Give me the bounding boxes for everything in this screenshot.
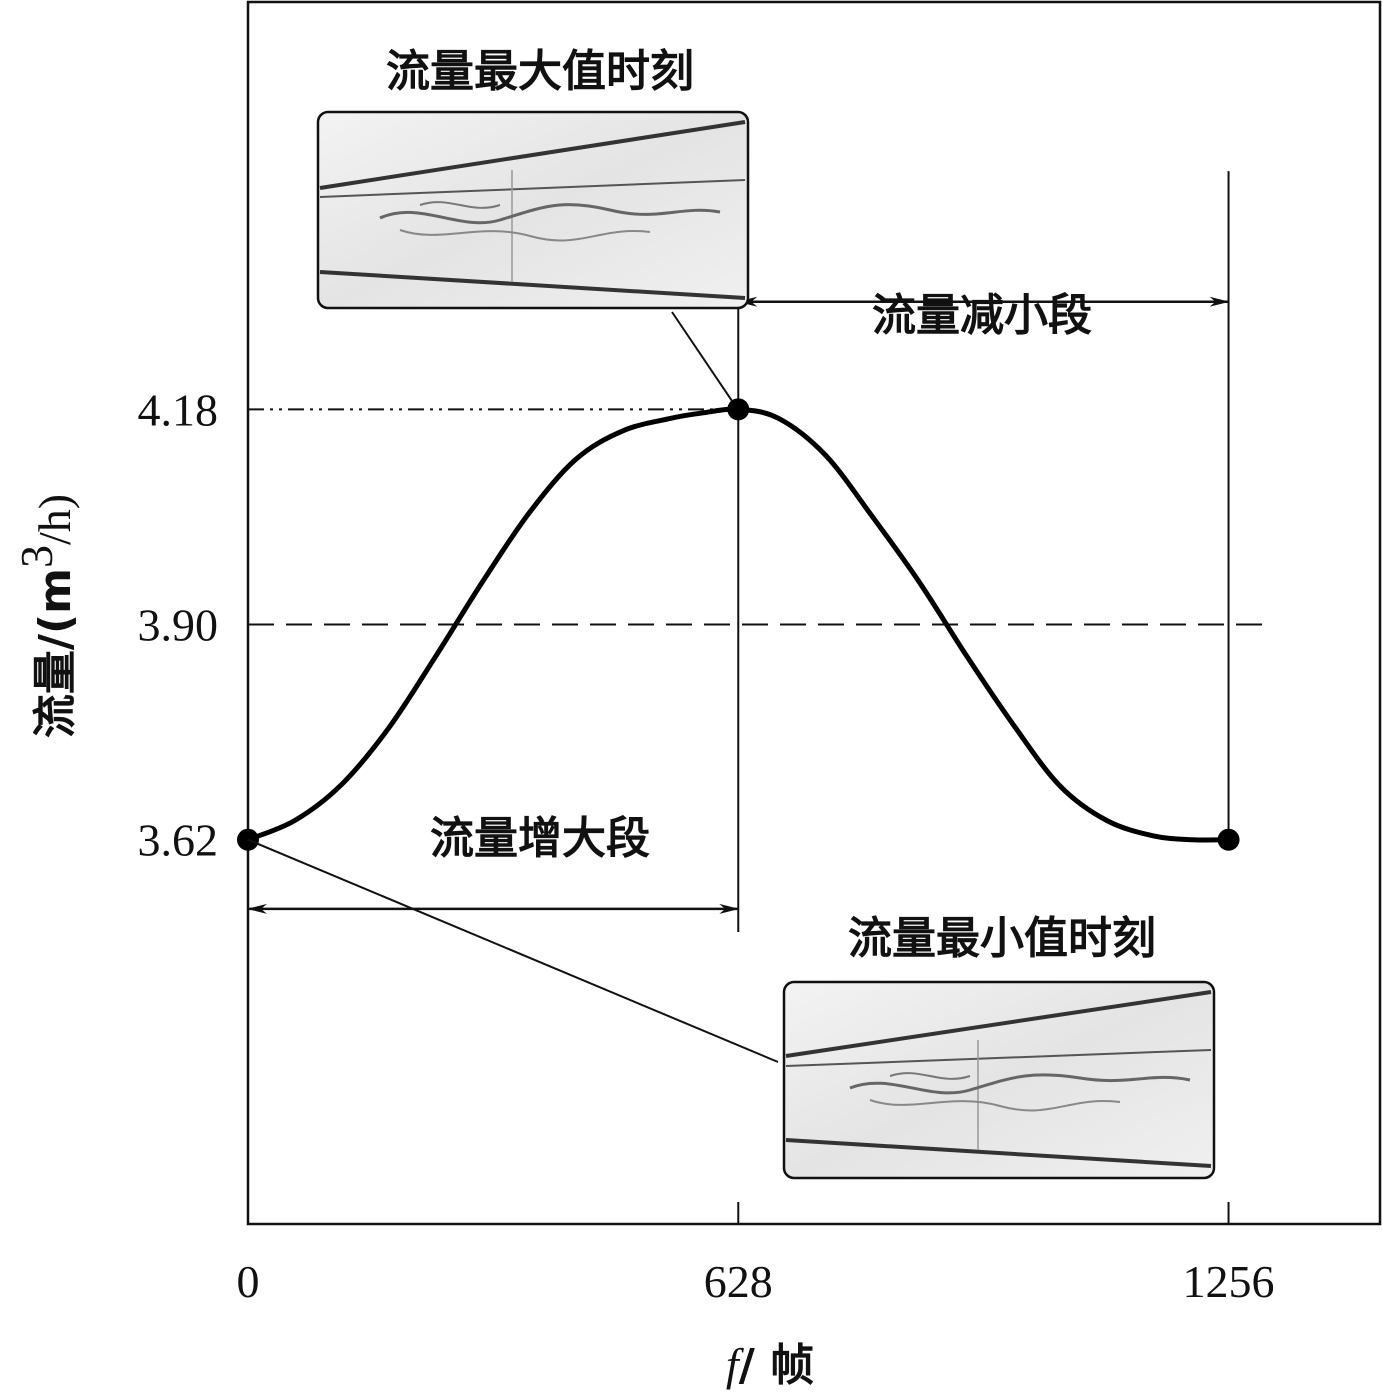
max-point xyxy=(727,398,750,421)
y-axis-title-main: 流量/(m xyxy=(30,568,81,738)
decrease-segment-label: 流量减小段 xyxy=(872,290,1092,341)
min-flow-photo xyxy=(782,980,1216,1180)
y-tick-label-4.18: 4.18 xyxy=(138,384,219,435)
plot-frame xyxy=(246,0,1382,1226)
y-tick-label-3.62: 3.62 xyxy=(138,815,219,866)
increase-segment-label: 流量增大段 xyxy=(430,813,650,864)
y-axis-title-end: /h) xyxy=(29,494,80,545)
x-tick-label-0: 0 xyxy=(237,1256,260,1307)
x-tick-label-1256: 1256 xyxy=(1183,1256,1275,1307)
leader-line-max xyxy=(671,311,734,402)
max-flow-photo xyxy=(316,110,750,310)
x-tick-label-628: 628 xyxy=(704,1256,773,1307)
x-axis-title-rest: / 帧 xyxy=(739,1340,814,1391)
min-moment-title: 流量最小值时刻 xyxy=(848,913,1156,964)
y-tick-label-3.90: 3.90 xyxy=(138,600,219,651)
y-axis-title: 流量/(m3/h) xyxy=(11,494,81,738)
min-point-end xyxy=(1217,828,1240,851)
leader-line-min xyxy=(247,838,779,1063)
y-axis-title-sup: 3 xyxy=(11,545,62,568)
x-axis-title: f/ 帧 xyxy=(726,1339,814,1391)
max-moment-title: 流量最大值时刻 xyxy=(386,46,694,97)
